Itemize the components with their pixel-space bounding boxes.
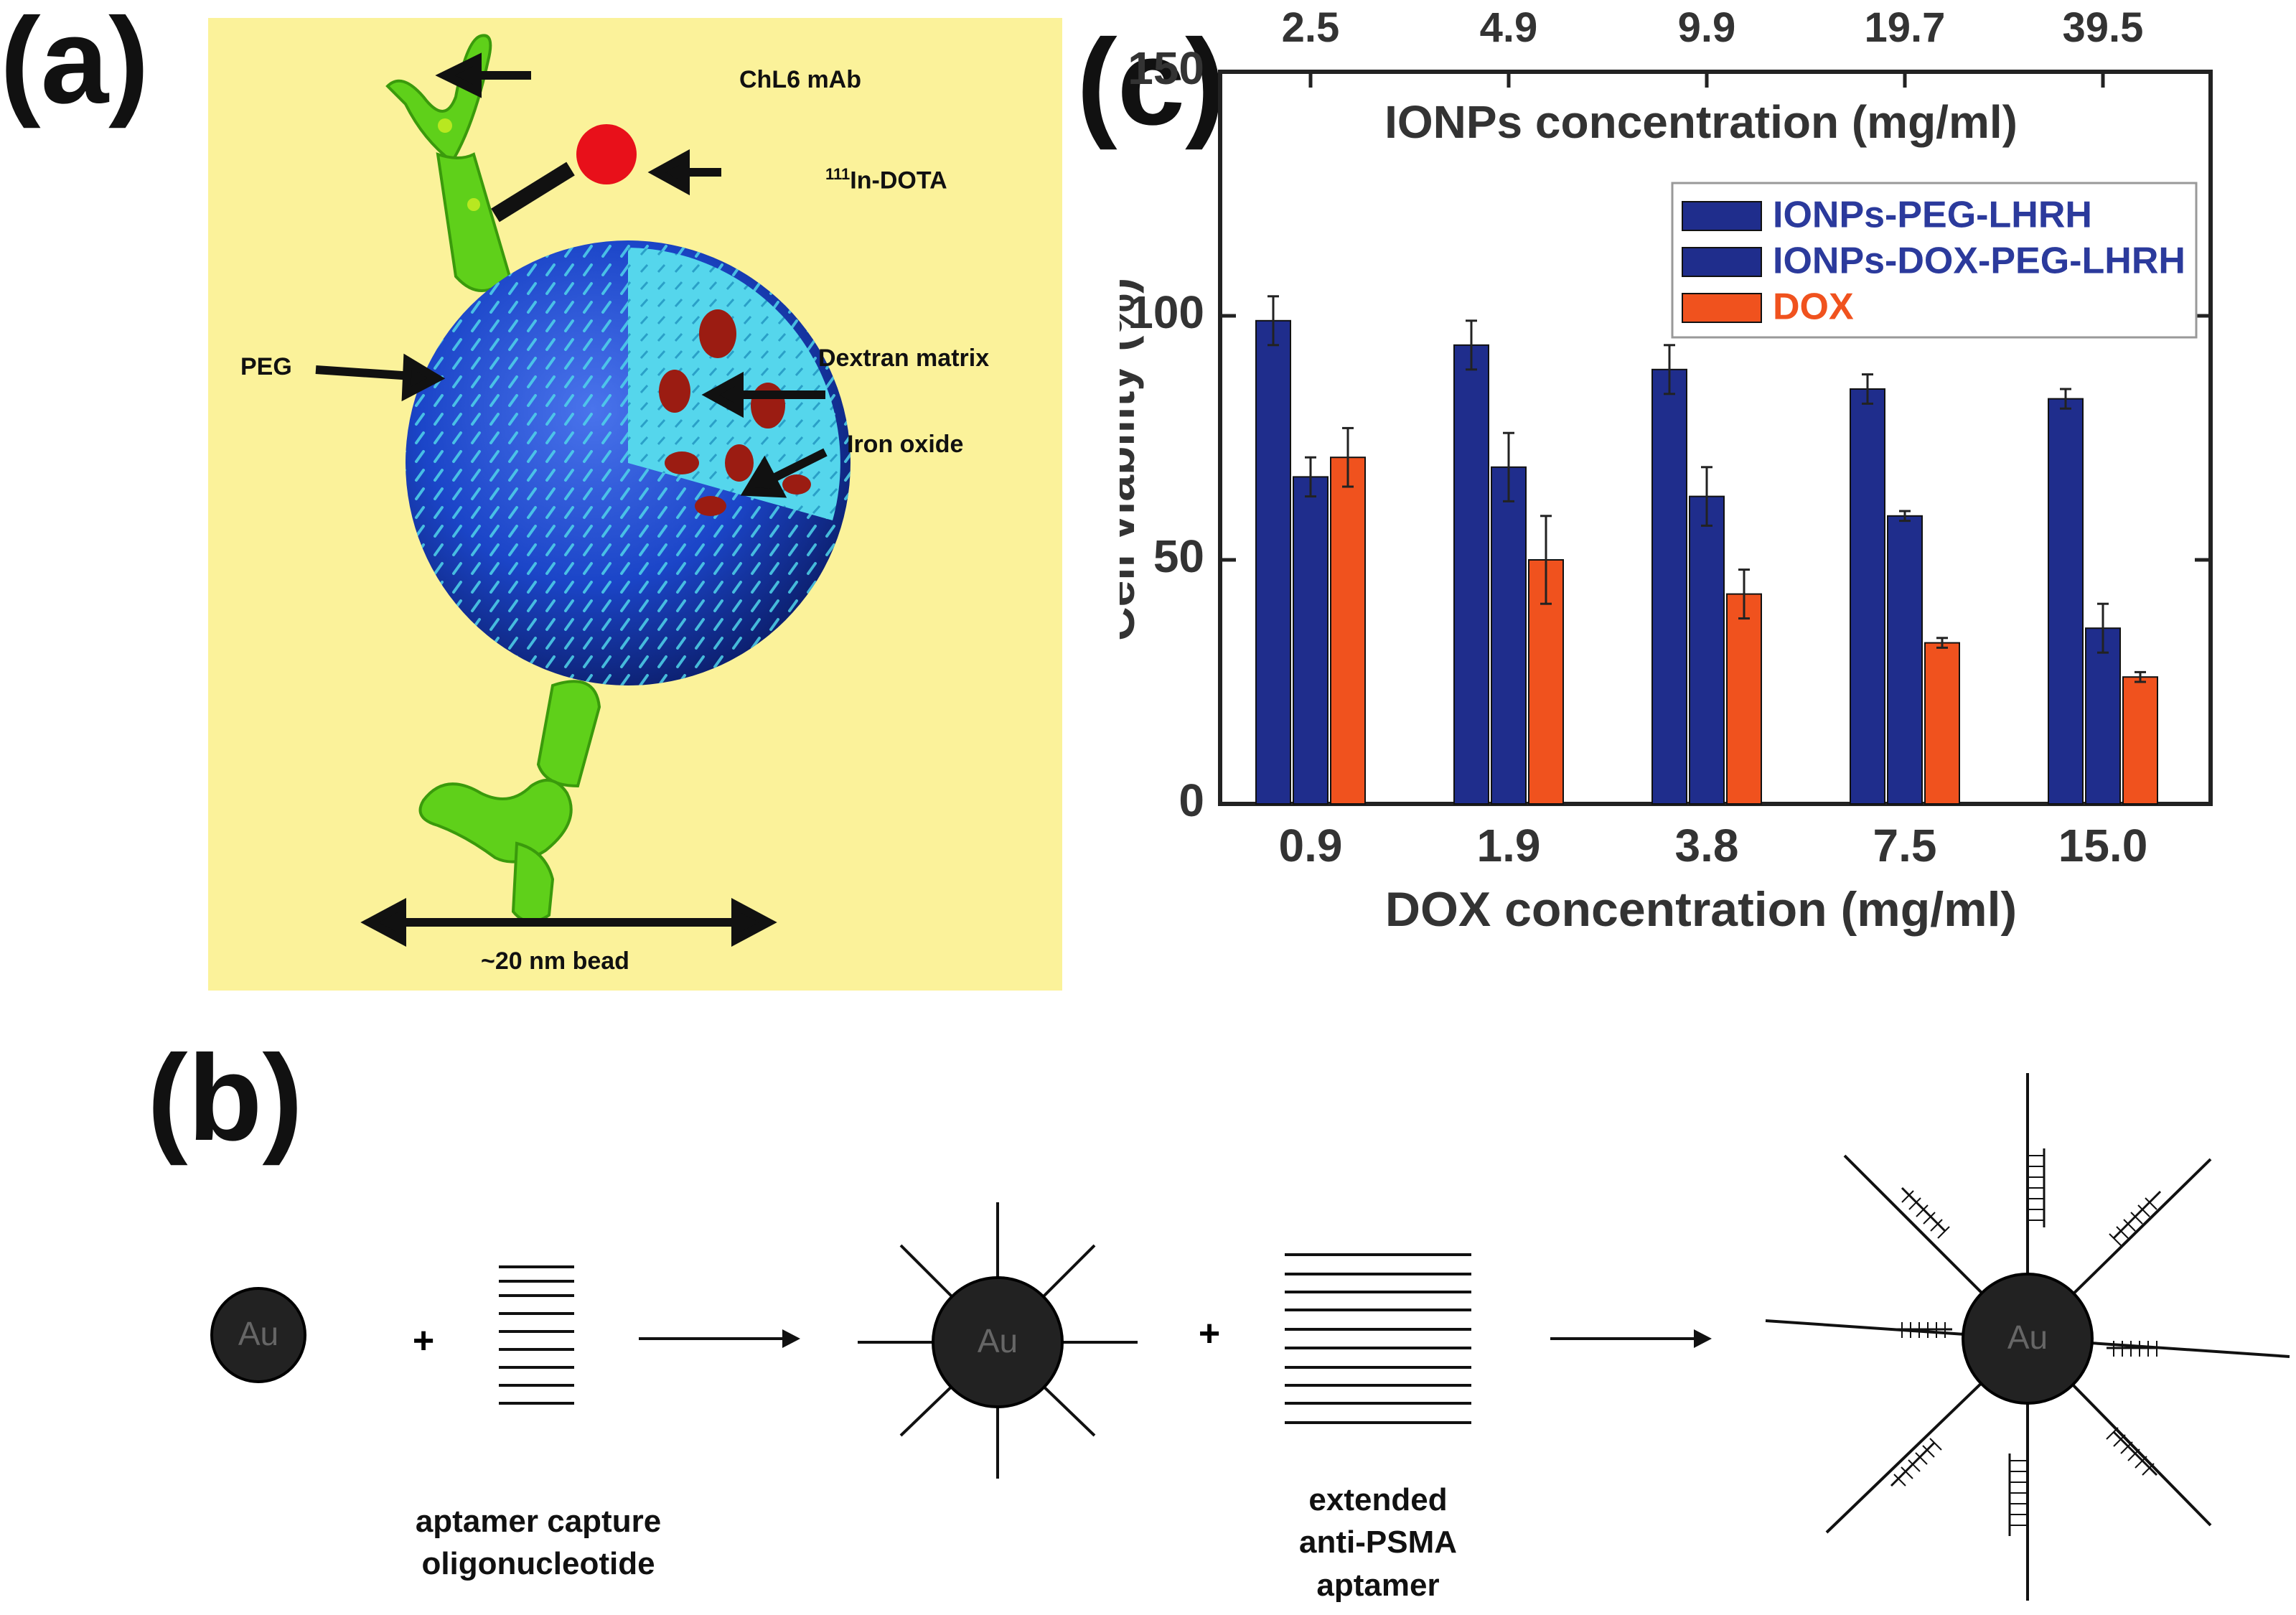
au-label-2: Au: [978, 1322, 1018, 1359]
bar-ionps-peg-lhrh: [2048, 398, 2084, 805]
bar-ionps-dox-peg-lhrh: [1689, 495, 1725, 805]
reaction-arrow-1: [639, 1329, 800, 1348]
x-tick-label: 3.8: [1675, 820, 1739, 871]
bar-ionps-dox-peg-lhrh: [1293, 476, 1329, 805]
bar-dox: [1330, 457, 1366, 805]
aptamer-label-line3: aptamer: [1316, 1567, 1440, 1603]
legend-swatch: [1682, 247, 1762, 277]
au-label-3: Au: [2007, 1319, 2048, 1356]
panel-label-b: (b): [147, 1030, 304, 1166]
bar-ionps-peg-lhrh: [1255, 319, 1291, 805]
nanoparticle-illustration: [208, 18, 1062, 991]
extended-aptamer: [1285, 1253, 1471, 1424]
chl6-mab-label: ChL6 mAb: [739, 66, 861, 93]
dextran-matrix-label: Dextran matrix: [818, 345, 990, 372]
au-particle-functionalized: Au: [858, 1202, 1138, 1479]
capture-oligonucleotide: [499, 1265, 574, 1405]
aptamer-label-line2: anti-PSMA: [1299, 1525, 1457, 1560]
bar-dox: [1726, 593, 1762, 805]
panel-label-a: (a): [0, 0, 149, 129]
aptamer-label: extended anti-PSMA aptamer: [1234, 1479, 1522, 1606]
legend-label: IONPs-PEG-LHRH: [1773, 195, 2092, 236]
bar-ionps-dox-peg-lhrh: [2085, 627, 2121, 805]
dota-dot: [576, 124, 637, 184]
y-axis-label: Cell viability (%): [1120, 278, 1144, 641]
nanoparticle-svg: [315, 34, 851, 947]
capture-oligo-label-line1: aptamer capture: [415, 1504, 662, 1539]
y-tick-label: 150: [1128, 42, 1204, 94]
legend-label: IONPs-DOX-PEG-LHRH: [1773, 240, 2185, 282]
y-tick-label: 100: [1128, 286, 1204, 338]
plus-sign-1: +: [413, 1320, 434, 1362]
plus-sign-2: +: [1199, 1313, 1220, 1354]
x-axis-label: DOX concentration (mg/ml): [1385, 882, 2017, 937]
x-tick-label: 0.9: [1279, 820, 1343, 871]
bar-dox: [1924, 642, 1960, 805]
top-axis-label: IONPs concentration (mg/ml): [1384, 96, 2018, 148]
chart-root: 0 50 100 150 Cell viability (%) 0.9 2.5 1.9 4.9 3…: [1120, 4, 2213, 937]
legend-swatch: [1682, 293, 1762, 323]
peg-label: PEG: [240, 353, 292, 380]
capture-oligo-label-line2: oligonucleotide: [421, 1546, 655, 1582]
pointer-arrows: [315, 52, 828, 947]
top-tick-label: 19.7: [1865, 4, 1946, 51]
dota-linker: [491, 162, 575, 223]
x-tick-label: 1.9: [1477, 820, 1541, 871]
top-tick-label: 2.5: [1282, 4, 1340, 51]
viability-chart: 0 50 100 150 Cell viability (%) 0.9 2.5 1.9 4.9 3…: [1120, 4, 2213, 937]
bar-ionps-peg-lhrh: [1850, 388, 1885, 805]
reaction-arrow-2: [1550, 1329, 1712, 1348]
bar-dox: [2122, 676, 2158, 805]
au-particle-aptamer-conjugate: Au: [1765, 1073, 2290, 1601]
y-tick-label: 0: [1179, 774, 1204, 826]
bottom-antibody: [418, 680, 601, 923]
bar-ionps-peg-lhrh: [1651, 368, 1687, 805]
x-tick-label: 15.0: [2058, 820, 2148, 871]
bead-size-label: ~20 nm bead: [481, 947, 629, 975]
bar-ionps-peg-lhrh: [1453, 344, 1489, 805]
dota-label: 111In-DOTA: [825, 165, 947, 195]
bar-ionps-dox-peg-lhrh: [1491, 466, 1527, 805]
capture-oligo-label: aptamer capture oligonucleotide: [359, 1500, 718, 1586]
dota-label-superscript: 111: [825, 165, 851, 183]
y-tick-label: 50: [1153, 530, 1204, 582]
aptamer-scheme: Au + Au +: [210, 1073, 2290, 1601]
au-label-1: Au: [238, 1315, 278, 1352]
aptamer-label-line1: extended: [1308, 1482, 1448, 1517]
top-tick-label: 9.9: [1678, 4, 1736, 51]
panel-label-c: (c): [1077, 14, 1226, 151]
x-tick-label: 7.5: [1873, 820, 1937, 871]
legend-swatch: [1682, 201, 1762, 231]
iron-oxide-label: Iron oxide: [847, 431, 964, 458]
bar-ionps-dox-peg-lhrh: [1887, 515, 1923, 805]
top-tick-label: 39.5: [2063, 4, 2144, 51]
top-tick-label: 4.9: [1480, 4, 1538, 51]
dota-label-text: In-DOTA: [850, 167, 947, 195]
legend-label: DOX: [1773, 286, 1854, 328]
au-particle-plain: Au: [210, 1287, 306, 1383]
iron-oxide-bead: [406, 240, 851, 685]
